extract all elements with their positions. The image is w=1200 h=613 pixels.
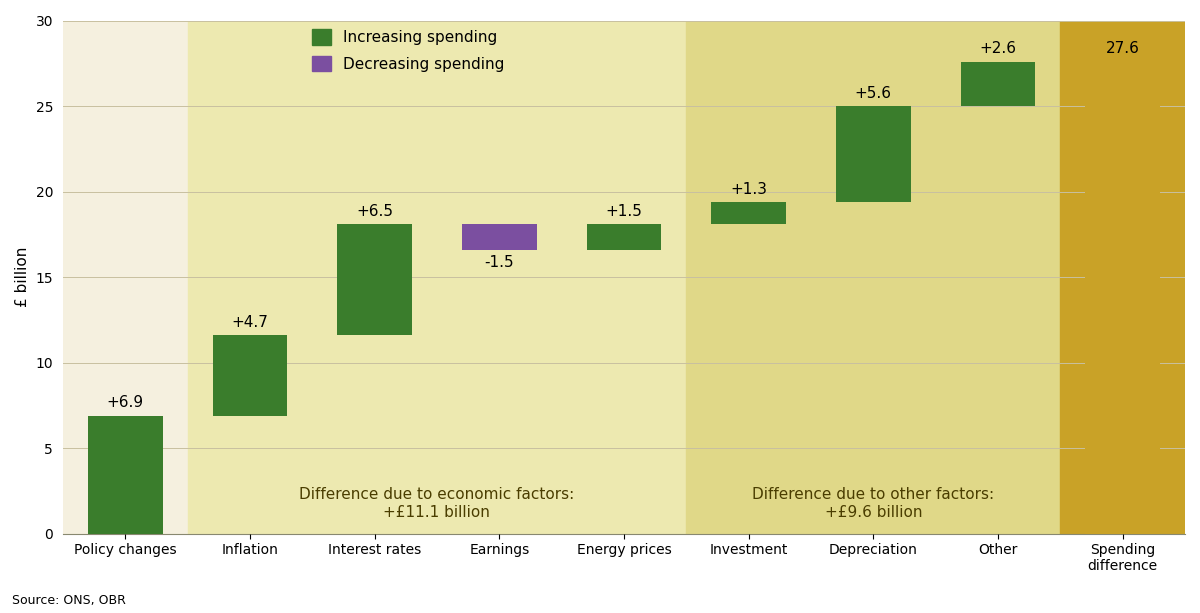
Bar — [187, 20, 686, 533]
Text: +5.6: +5.6 — [854, 86, 892, 101]
Text: -1.5: -1.5 — [485, 255, 514, 270]
Text: +6.9: +6.9 — [107, 395, 144, 411]
Bar — [62, 20, 187, 533]
Bar — [337, 224, 412, 335]
Bar — [88, 416, 163, 533]
Bar — [1061, 20, 1186, 533]
Bar — [836, 106, 911, 202]
Text: +2.6: +2.6 — [979, 42, 1016, 56]
Text: Difference due to economic factors:
+£11.1 billion: Difference due to economic factors: +£11… — [299, 487, 575, 520]
Bar — [960, 61, 1036, 106]
Text: +1.3: +1.3 — [730, 181, 767, 197]
Text: Source: ONS, OBR: Source: ONS, OBR — [12, 594, 126, 607]
Bar — [686, 20, 1061, 533]
Bar — [587, 224, 661, 249]
Text: +6.5: +6.5 — [356, 204, 394, 219]
Text: Difference due to other factors:
+£9.6 billion: Difference due to other factors: +£9.6 b… — [752, 487, 995, 520]
Text: +4.7: +4.7 — [232, 315, 269, 330]
Text: 27.6: 27.6 — [1105, 42, 1140, 56]
Bar — [212, 335, 287, 416]
Y-axis label: £ billion: £ billion — [16, 247, 30, 307]
Bar — [712, 202, 786, 224]
Bar — [462, 224, 536, 249]
Text: +1.5: +1.5 — [606, 204, 642, 219]
Legend: Increasing spending, Decreasing spending: Increasing spending, Decreasing spending — [306, 23, 510, 78]
Bar — [1085, 61, 1160, 533]
